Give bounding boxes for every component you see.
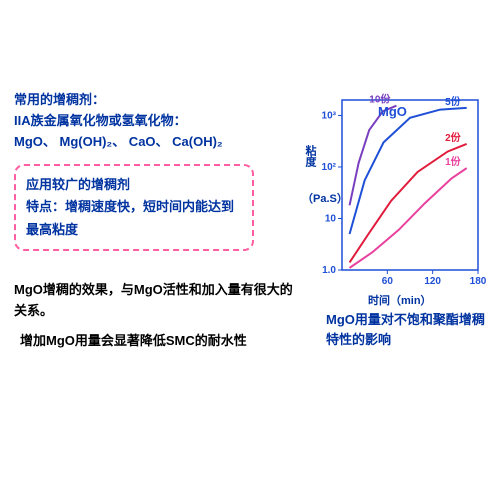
callout-line2: 特点：增稠速度快，短时间内能达到最高粘度 [26, 196, 242, 240]
callout-line1: 应用较广的增稠剂 [26, 174, 242, 196]
svg-text:60: 60 [382, 276, 394, 287]
svg-text:180: 180 [470, 276, 486, 287]
svg-text:2份: 2份 [445, 131, 462, 144]
callout-box: 应用较广的增稠剂 特点：增稠速度快，短时间内能达到最高粘度 [14, 164, 254, 250]
svg-text:10³: 10³ [322, 110, 337, 121]
bottom-paragraph: 增加MgO用量会显著降低SMC的耐水性 [20, 330, 247, 349]
chart-caption: MgO用量对不饱和聚酯增稠特性的影响 [326, 310, 486, 349]
viscosity-chart: 粘度 （Pa.S） 1.01010²10³6012018010份5份2份1份Mg… [308, 90, 486, 290]
text-block: 常用的增稠剂： IIA族金属氧化物或氢氧化物： MgO、 Mg(OH)₂、 Ca… [14, 90, 294, 251]
svg-text:MgO: MgO [378, 104, 407, 119]
svg-text:5份: 5份 [445, 95, 462, 108]
heading-line2: IIA族金属氧化物或氢氧化物： [14, 111, 294, 132]
mid-paragraph: MgO增稠的效果，与MgO活性和加入量有很大的关系。 [14, 280, 304, 322]
y-axis-unit: （Pa.S） [302, 190, 348, 206]
y-axis-label: 粘度 [302, 145, 318, 167]
svg-text:10²: 10² [322, 162, 337, 173]
svg-text:10: 10 [325, 213, 337, 224]
svg-text:1.0: 1.0 [322, 265, 336, 276]
svg-text:1份: 1份 [445, 155, 462, 168]
heading-line1: 常用的增稠剂： [14, 90, 294, 111]
svg-text:120: 120 [424, 276, 441, 287]
heading-line3: MgO、 Mg(OH)₂、 CaO、 Ca(OH)₂ [14, 132, 294, 153]
x-axis-label: 时间（min） [368, 292, 432, 308]
